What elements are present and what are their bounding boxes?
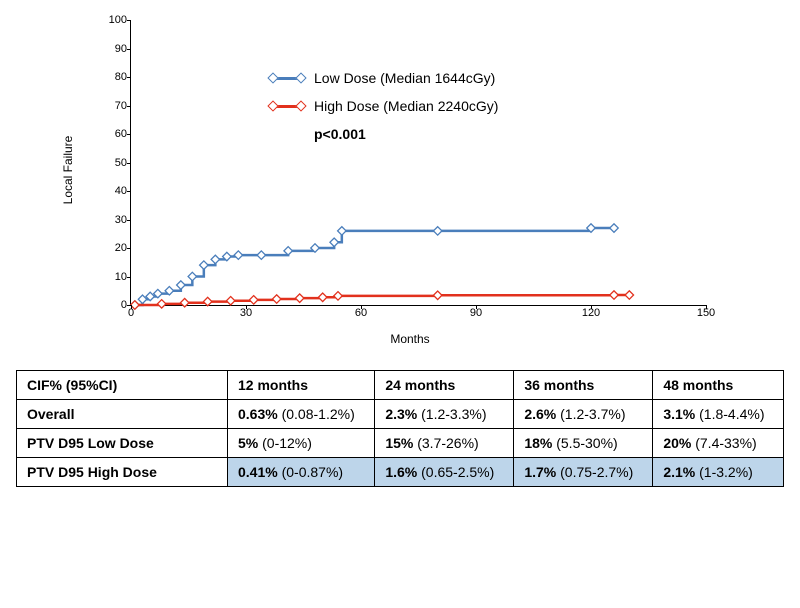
col-header-48m: 48 months — [653, 371, 784, 400]
p-value: p<0.001 — [314, 126, 498, 142]
legend: Low Dose (Median 1644cGy) High Dose (Med… — [270, 70, 498, 142]
table-cell: 5% (0-12%) — [228, 429, 375, 458]
table-cell: 20% (7.4-33%) — [653, 429, 784, 458]
marker — [211, 255, 219, 263]
legend-swatch-high — [270, 105, 304, 108]
marker — [203, 297, 211, 305]
marker — [610, 224, 618, 232]
marker — [610, 291, 618, 299]
table-row: PTV D95 Low Dose5% (0-12%)15% (3.7-26%)1… — [17, 429, 784, 458]
table-row: Overall0.63% (0.08-1.2%)2.3% (1.2-3.3%)2… — [17, 400, 784, 429]
marker — [625, 291, 633, 299]
row-label: PTV D95 High Dose — [17, 458, 228, 487]
table-cell: 2.3% (1.2-3.3%) — [375, 400, 514, 429]
chart-panel: Local Failure Months 0102030405060708090… — [40, 10, 760, 350]
row-label: PTV D95 Low Dose — [17, 429, 228, 458]
marker — [334, 292, 342, 300]
col-header-12m: 12 months — [228, 371, 375, 400]
marker — [338, 227, 346, 235]
marker — [249, 296, 257, 304]
legend-label-high: High Dose (Median 2240cGy) — [314, 98, 498, 114]
col-header-36m: 36 months — [514, 371, 653, 400]
table-cell: 15% (3.7-26%) — [375, 429, 514, 458]
marker — [200, 261, 208, 269]
marker — [188, 272, 196, 280]
col-header-label: CIF% (95%CI) — [17, 371, 228, 400]
table-cell: 3.1% (1.8-4.4%) — [653, 400, 784, 429]
marker — [177, 281, 185, 289]
cif-table: CIF% (95%CI) 12 months 24 months 36 mont… — [16, 370, 784, 487]
marker — [330, 238, 338, 246]
col-header-24m: 24 months — [375, 371, 514, 400]
table-header-row: CIF% (95%CI) 12 months 24 months 36 mont… — [17, 371, 784, 400]
x-axis-label: Months — [390, 332, 429, 346]
legend-swatch-low — [270, 77, 304, 80]
marker — [157, 300, 165, 308]
marker — [234, 251, 242, 259]
marker — [226, 296, 234, 304]
marker — [318, 293, 326, 301]
figure-container: Local Failure Months 0102030405060708090… — [0, 0, 800, 608]
marker — [272, 295, 280, 303]
table-cell: 1.6% (0.65-2.5%) — [375, 458, 514, 487]
table-cell: 18% (5.5-30%) — [514, 429, 653, 458]
table-cell: 2.1% (1-3.2%) — [653, 458, 784, 487]
plot-area: 01020304050607080901000306090120150 — [130, 20, 706, 306]
table-row: PTV D95 High Dose0.41% (0-0.87%)1.6% (0.… — [17, 458, 784, 487]
legend-item-low-dose: Low Dose (Median 1644cGy) — [270, 70, 498, 86]
legend-item-high-dose: High Dose (Median 2240cGy) — [270, 98, 498, 114]
marker — [433, 291, 441, 299]
chart-lines — [131, 20, 706, 305]
table-cell: 1.7% (0.75-2.7%) — [514, 458, 653, 487]
marker — [295, 294, 303, 302]
table-cell: 0.63% (0.08-1.2%) — [228, 400, 375, 429]
marker — [180, 298, 188, 306]
row-label: Overall — [17, 400, 228, 429]
table-cell: 2.6% (1.2-3.7%) — [514, 400, 653, 429]
y-axis-label: Local Failure — [61, 136, 75, 205]
marker — [257, 251, 265, 259]
marker — [433, 227, 441, 235]
table-cell: 0.41% (0-0.87%) — [228, 458, 375, 487]
marker — [284, 247, 292, 255]
legend-label-low: Low Dose (Median 1644cGy) — [314, 70, 495, 86]
